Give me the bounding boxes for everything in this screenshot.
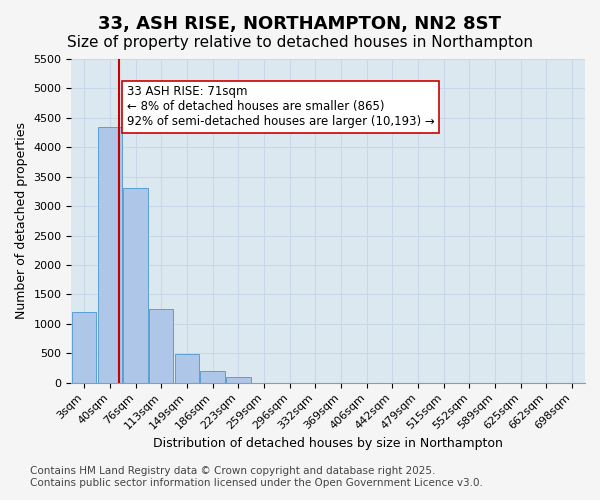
Bar	[72, 312, 97, 382]
Text: Size of property relative to detached houses in Northampton: Size of property relative to detached ho…	[67, 35, 533, 50]
Text: 33 ASH RISE: 71sqm
← 8% of detached houses are smaller (865)
92% of semi-detache: 33 ASH RISE: 71sqm ← 8% of detached hous…	[127, 86, 434, 128]
Text: 33, ASH RISE, NORTHAMPTON, NN2 8ST: 33, ASH RISE, NORTHAMPTON, NN2 8ST	[98, 15, 502, 33]
Bar	[226, 377, 251, 382]
Bar	[98, 126, 122, 382]
X-axis label: Distribution of detached houses by size in Northampton: Distribution of detached houses by size …	[153, 437, 503, 450]
Text: Contains HM Land Registry data © Crown copyright and database right 2025.
Contai: Contains HM Land Registry data © Crown c…	[30, 466, 483, 487]
Bar	[149, 309, 173, 382]
Y-axis label: Number of detached properties: Number of detached properties	[15, 122, 28, 320]
Bar	[200, 371, 225, 382]
Bar	[124, 188, 148, 382]
Bar	[175, 354, 199, 382]
